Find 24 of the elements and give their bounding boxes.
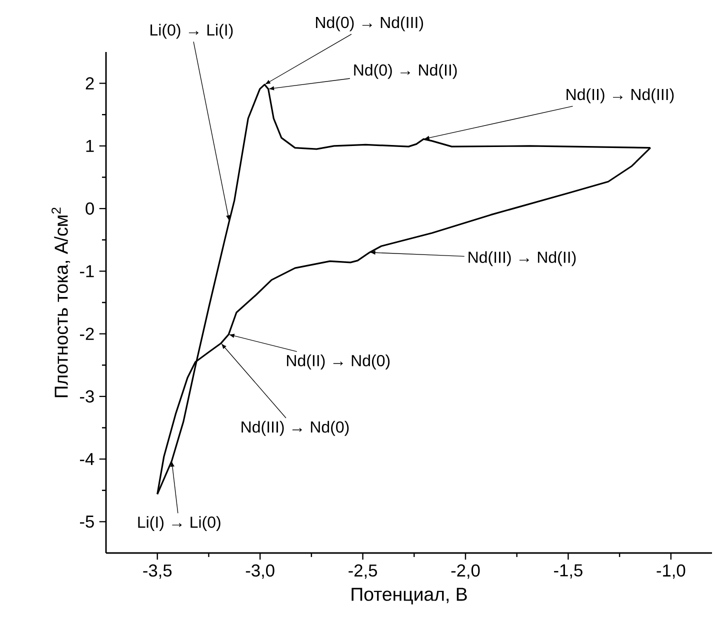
y-tick-label: -4 xyxy=(80,453,94,466)
annotation: Nd(0) → Nd(III) xyxy=(316,16,424,32)
y-tick-label: 1 xyxy=(86,140,94,152)
x-tick-label: -2,5 xyxy=(348,564,377,579)
y-tick-label: -2 xyxy=(80,328,94,340)
annotation: Li(I) → Li(0) xyxy=(138,516,220,532)
y-tick-label: -1 xyxy=(80,265,94,278)
annotation: Nd(II) → Nd(III) xyxy=(566,88,674,104)
x-tick-label: -1,0 xyxy=(656,564,686,579)
annotation: Nd(III) → Nd(0) xyxy=(242,420,349,436)
y-tick-label: 2 xyxy=(86,77,94,90)
annotation: Nd(II) → Nd(0) xyxy=(287,354,390,370)
x-tick-label: -3,0 xyxy=(246,564,274,579)
y-axis-title: Плотность тока, А/см$^{2}$ xyxy=(52,208,70,398)
x-tick-label: -1,5 xyxy=(554,564,582,579)
y-tick-label: -5 xyxy=(80,516,94,528)
x-axis-title: Потенциал, В xyxy=(352,588,467,604)
y-tick-label: 0 xyxy=(86,202,94,215)
y-tick-label: -3 xyxy=(80,390,94,403)
annotation: Nd(III) → Nd(II) xyxy=(468,251,576,266)
x-tick-label: -3,5 xyxy=(143,564,172,579)
annotation: Nd(0) → Nd(II) xyxy=(354,64,457,79)
annotation: Li(0) → Li(I) xyxy=(150,24,233,39)
x-tick-label: -2,0 xyxy=(451,564,480,579)
